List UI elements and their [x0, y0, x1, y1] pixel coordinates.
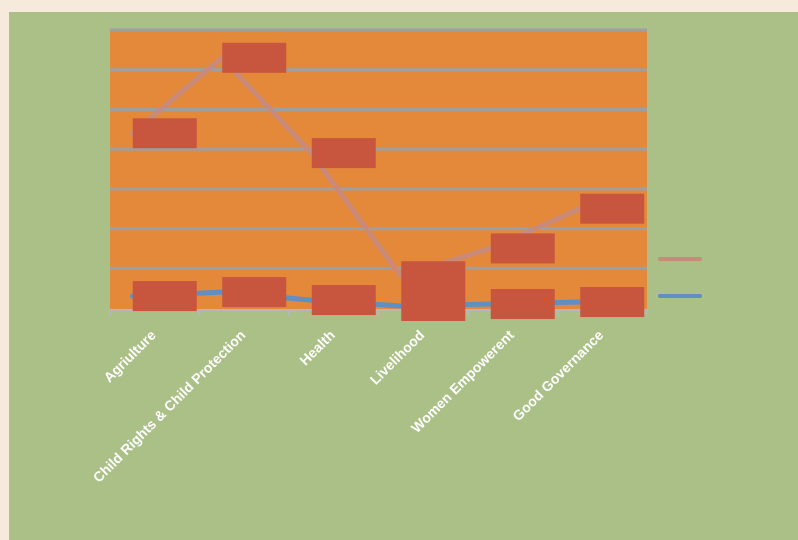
data-label-box	[401, 261, 466, 292]
data-label-box	[580, 193, 645, 224]
data-label-box	[132, 281, 197, 312]
gridlines	[110, 28, 647, 270]
data-label-box	[580, 287, 645, 318]
data-label-box	[311, 138, 376, 169]
legend	[658, 257, 702, 298]
data-label-box	[311, 285, 376, 316]
data-label-box	[490, 233, 555, 264]
x-axis	[109, 309, 648, 316]
data-label-box	[222, 277, 287, 308]
data-label-boxes	[132, 42, 645, 322]
data-label-box	[222, 42, 287, 73]
data-label-box	[401, 291, 466, 322]
data-label-box	[490, 289, 555, 320]
data-label-box	[132, 118, 197, 149]
